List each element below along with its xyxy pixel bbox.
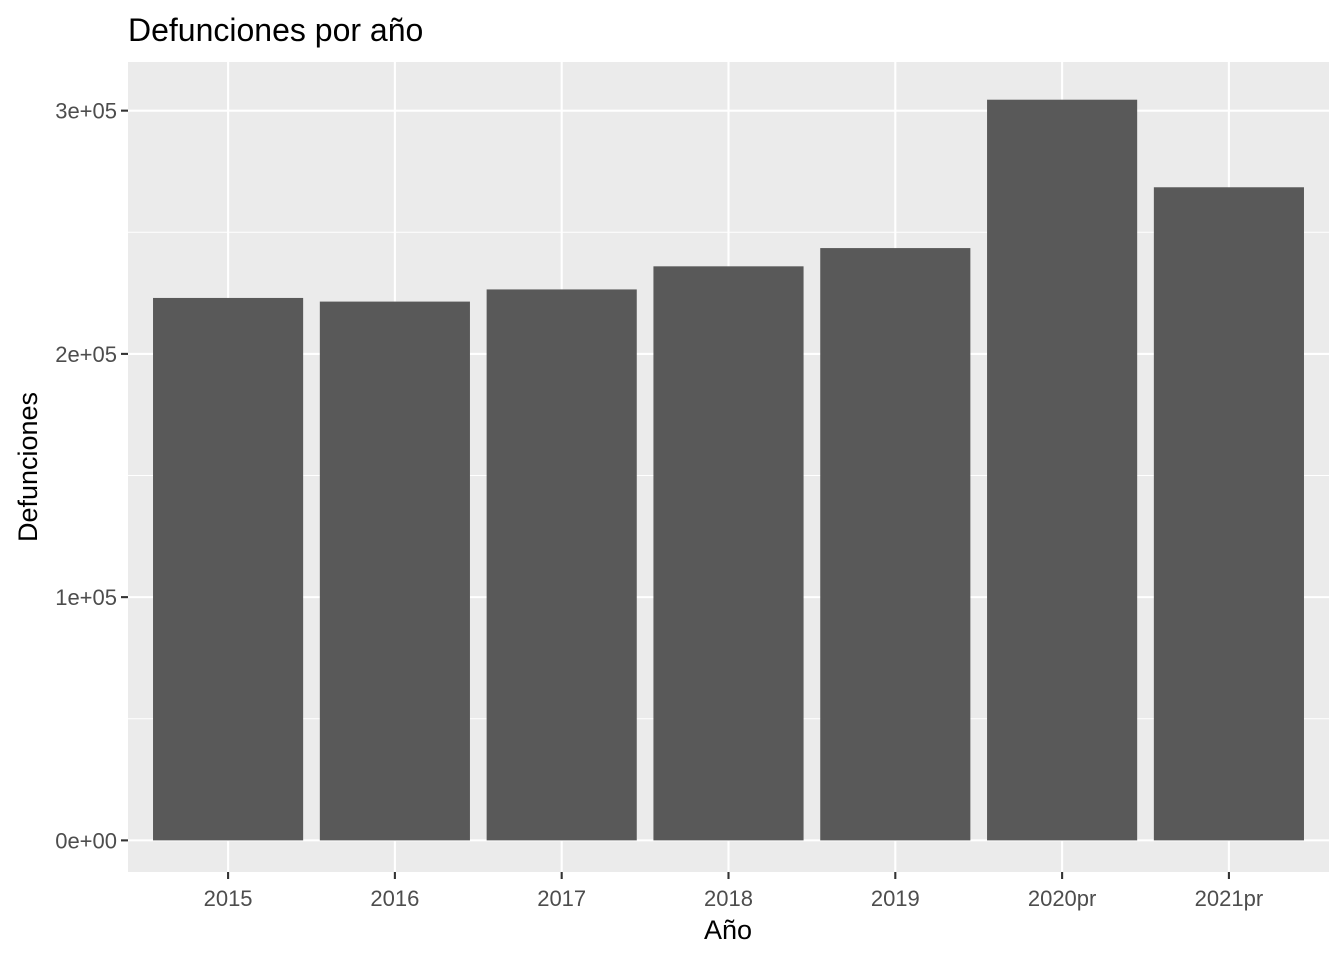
bar-2016 [319,301,470,841]
bar-2015 [153,297,304,841]
bar-2018 [653,266,804,841]
bar-2021pr [1153,187,1304,841]
x-tick-label: 2018 [704,886,753,911]
bar-2020pr [987,99,1138,841]
x-tick-label: 2019 [871,886,920,911]
y-tick-label: 2e+05 [55,342,117,367]
x-tick-label: 2017 [537,886,586,911]
x-tick-label: 2016 [370,886,419,911]
y-tick-label: 0e+00 [55,828,117,853]
y-axis-title: Defunciones [13,392,43,542]
x-axis-title: Año [704,915,752,945]
x-axis: 2015 2016 2017 2018 2019 2020pr 2021pr [204,872,1264,911]
y-axis: 0e+00 1e+05 2e+05 3e+05 [55,99,128,853]
x-tick-label: 2015 [204,886,253,911]
bar-2017 [486,289,637,841]
chart-title: Defunciones por año [128,12,423,48]
bars [153,99,1304,841]
x-tick-label: 2020pr [1028,886,1097,911]
y-tick-label: 1e+05 [55,585,117,610]
x-tick-label: 2021pr [1195,886,1264,911]
bar-2019 [820,248,971,841]
y-tick-label: 3e+05 [55,99,117,124]
